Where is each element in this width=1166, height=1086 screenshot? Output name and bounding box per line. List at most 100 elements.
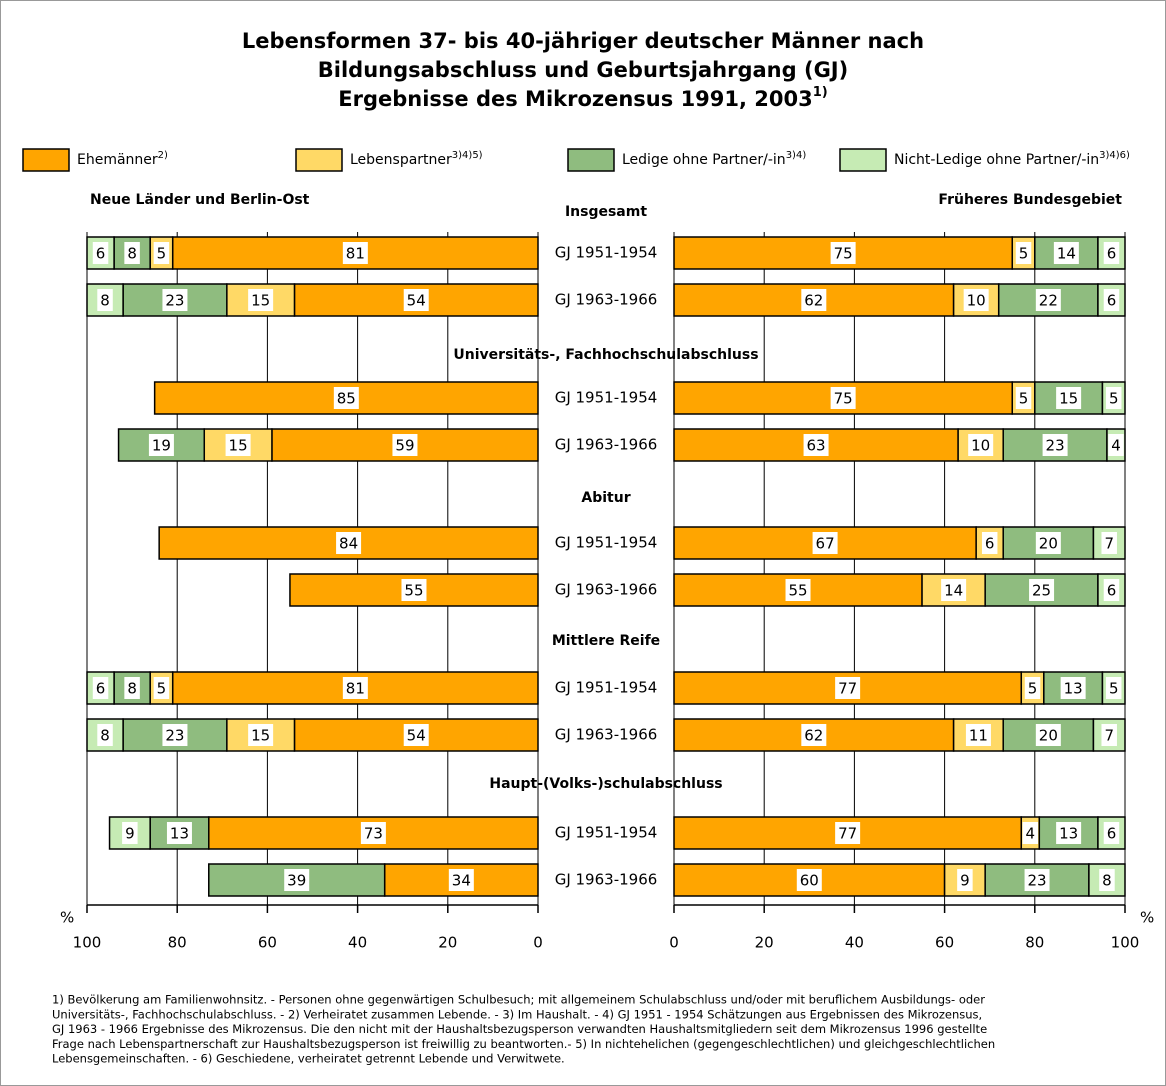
label-box: [124, 242, 140, 264]
legend-note: 2): [158, 150, 168, 161]
label-box: [162, 724, 188, 746]
value-label: 59: [395, 437, 414, 455]
value-label: 75: [834, 390, 853, 408]
value-label: 13: [1059, 825, 1078, 843]
value-label: 55: [404, 582, 423, 600]
label-box: [803, 434, 829, 456]
title-text: Ergebnisse des Mikrozensus 1991, 2003: [338, 87, 813, 111]
label-box: [225, 434, 251, 456]
label-box: [968, 434, 994, 456]
value-label: 8: [1102, 872, 1112, 890]
value-label: 10: [967, 292, 986, 310]
label-box: [153, 677, 170, 699]
value-label: 6: [1107, 292, 1117, 310]
label-box: [796, 869, 822, 891]
value-label: 15: [251, 727, 270, 745]
label-box: [965, 724, 991, 746]
label-box: [122, 822, 138, 844]
value-label: 23: [165, 292, 184, 310]
label-box: [97, 289, 113, 311]
value-label: 22: [1039, 292, 1058, 310]
label-box: [1053, 242, 1079, 264]
value-label: 75: [834, 245, 853, 263]
row-label: GJ 1963-1966: [555, 436, 658, 454]
value-label: 15: [229, 437, 248, 455]
value-label: 6: [985, 535, 995, 553]
legend-note: 3)4)5): [452, 150, 483, 161]
label-box: [448, 869, 474, 891]
group-label: Abitur: [581, 490, 630, 506]
label-box: [403, 289, 429, 311]
legend-swatch: [839, 148, 887, 172]
value-label: 19: [152, 437, 171, 455]
group-label: Haupt-(Volks-)schulabschluss: [489, 776, 722, 792]
value-label: 9: [125, 825, 135, 843]
x-tick-label: 100: [73, 934, 102, 952]
label-box: [1101, 724, 1117, 746]
x-tick-label: 60: [935, 934, 954, 952]
value-label: 13: [170, 825, 189, 843]
value-label: 81: [346, 680, 365, 698]
row-label: GJ 1963-1966: [555, 871, 658, 889]
x-tick-label: 0: [669, 934, 679, 952]
legend-entry: Ehemänner2): [77, 150, 168, 168]
label-box: [360, 822, 386, 844]
value-label: 25: [1032, 582, 1051, 600]
value-label: 62: [804, 292, 823, 310]
label-box: [830, 242, 856, 264]
value-label: 5: [1019, 245, 1029, 263]
footnote: Universitäts-, Fachhochschulabschluss. -…: [52, 1007, 982, 1021]
x-tick-label: 0: [533, 934, 543, 952]
value-label: 13: [1064, 680, 1083, 698]
value-label: 5: [157, 680, 167, 698]
value-label: 4: [1026, 825, 1036, 843]
label-box: [1103, 822, 1120, 844]
legend-name: Lebenspartner: [350, 152, 452, 168]
label-box: [1103, 289, 1120, 311]
label-box: [1024, 869, 1050, 891]
label-box: [148, 434, 174, 456]
label-box: [162, 289, 188, 311]
value-label: 5: [1109, 390, 1119, 408]
value-label: 55: [788, 582, 807, 600]
legend-entry: Nicht-Ledige ohne Partner/-in3)4)6): [894, 150, 1130, 168]
label-box: [153, 242, 170, 264]
label-box: [1105, 387, 1122, 409]
label-box: [1103, 242, 1120, 264]
title-line: Bildungsabschluss und Geburtsjahrgang (G…: [318, 58, 848, 82]
footnote: GJ 1963 - 1966 Ergebnisse des Mikrozensu…: [52, 1022, 987, 1036]
label-box: [92, 242, 109, 264]
legend-note: 3)4): [786, 150, 807, 161]
label-box: [284, 869, 310, 891]
label-box: [333, 387, 359, 409]
label-box: [1056, 387, 1082, 409]
value-label: 20: [1039, 535, 1058, 553]
value-label: 77: [838, 825, 857, 843]
label-box: [1022, 822, 1039, 844]
value-label: 73: [364, 825, 383, 843]
legend-swatch: [22, 148, 70, 172]
label-box: [1056, 822, 1082, 844]
x-tick-label: 100: [1111, 934, 1140, 952]
label-box: [785, 579, 811, 601]
label-box: [1029, 579, 1055, 601]
label-box: [1103, 579, 1120, 601]
footnote: Lebensgemeinschaften. - 6) Geschiedene, …: [52, 1052, 565, 1066]
value-label: 67: [816, 535, 835, 553]
legend-name: Ehemänner: [77, 152, 158, 168]
label-box: [401, 579, 427, 601]
label-box: [1101, 532, 1117, 554]
value-label: 85: [337, 390, 356, 408]
label-box: [1035, 289, 1061, 311]
value-label: 6: [1107, 825, 1117, 843]
value-label: 6: [1107, 245, 1117, 263]
row-label: GJ 1951-1954: [555, 389, 658, 407]
x-tick-label: 40: [845, 934, 864, 952]
value-label: 39: [287, 872, 306, 890]
group-label: Insgesamt: [565, 204, 647, 220]
panel-title: Neue Länder und Berlin-Ost: [90, 192, 310, 208]
x-tick-label: 20: [755, 934, 774, 952]
value-label: 20: [1039, 727, 1058, 745]
value-label: 7: [1104, 727, 1114, 745]
